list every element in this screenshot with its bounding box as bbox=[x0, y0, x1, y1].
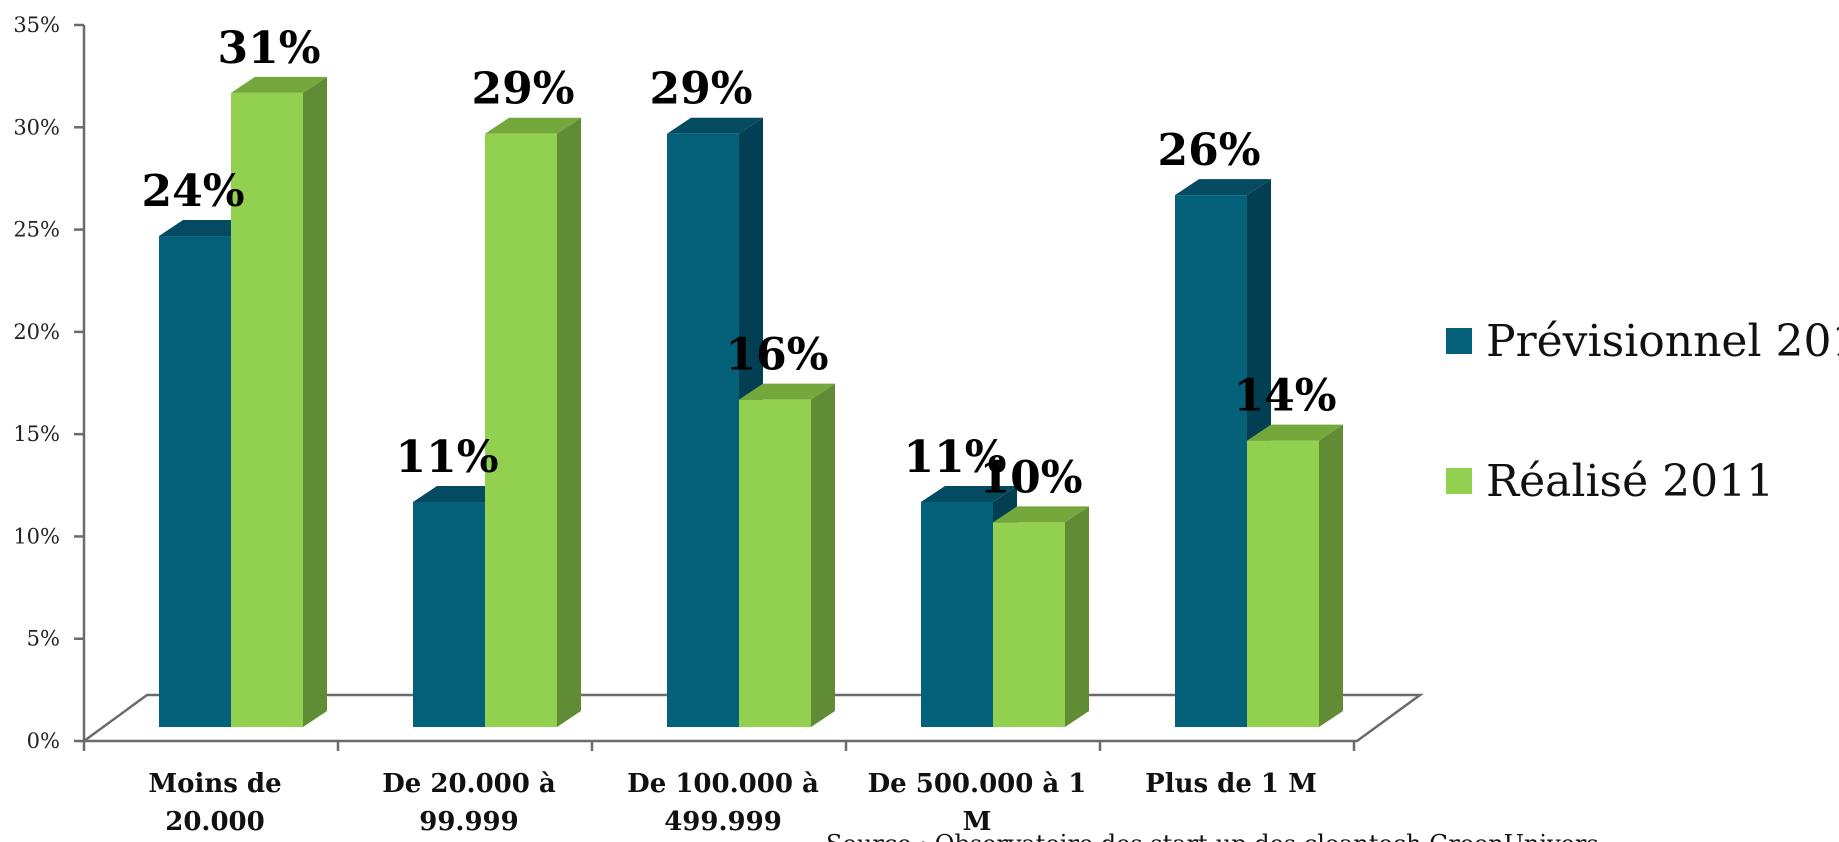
y-axis-ticks: 0% 5% 10% 15% 20% 25% 30% 35% bbox=[13, 13, 84, 753]
bars bbox=[159, 76, 1343, 728]
data-label: 10% bbox=[979, 452, 1082, 503]
data-label: 11% bbox=[395, 432, 498, 483]
bar-realise bbox=[485, 117, 581, 727]
y-tick-label: 25% bbox=[13, 218, 60, 242]
legend-swatch bbox=[1446, 468, 1472, 494]
data-label: 16% bbox=[725, 330, 828, 381]
data-label: 31% bbox=[217, 23, 320, 74]
bar-realise bbox=[739, 383, 835, 727]
data-label: 26% bbox=[1157, 125, 1260, 176]
x-tick-label: Plus de 1 M bbox=[1145, 769, 1317, 799]
legend-item: Prévisionnel 2011 bbox=[1446, 316, 1839, 367]
bar-realise bbox=[1247, 424, 1343, 727]
y-tick-label: 0% bbox=[27, 729, 60, 753]
legend-swatch bbox=[1446, 328, 1472, 354]
source-note: Source : Observatoire des start-up des c… bbox=[826, 830, 1599, 842]
value-labels: 24%31%11%29% 29%16%11%10%26%14% bbox=[141, 23, 1336, 504]
y-tick-label: 35% bbox=[13, 13, 60, 37]
chart-axes bbox=[82, 25, 1356, 751]
bar-realise bbox=[993, 506, 1089, 727]
x-axis-labels: Moins de 20.000 De 20.000 à 99.999 De 100.00… bbox=[148, 769, 1317, 837]
y-tick-label: 20% bbox=[13, 320, 60, 344]
y-tick-label: 15% bbox=[13, 422, 60, 446]
bar-previsionnel bbox=[1175, 179, 1271, 728]
x-tick-label: De 100.000 à 499.999 bbox=[627, 769, 819, 837]
data-label: 29% bbox=[471, 64, 574, 115]
x-tick-label: Moins de 20.000 bbox=[148, 769, 281, 837]
x-tick-label: De 20.000 à 99.999 bbox=[382, 769, 556, 837]
data-label: 11% bbox=[903, 432, 1006, 483]
y-tick-label: 10% bbox=[13, 524, 60, 548]
legend-item: Réalisé 2011 bbox=[1446, 456, 1774, 507]
y-tick-label: 30% bbox=[13, 115, 60, 139]
legend-label: Réalisé 2011 bbox=[1486, 456, 1774, 507]
data-label: 14% bbox=[1233, 371, 1336, 422]
legend-label: Prévisionnel 2011 bbox=[1486, 316, 1839, 367]
data-label: 24% bbox=[141, 166, 244, 217]
y-tick-label: 5% bbox=[27, 627, 60, 651]
legend: Prévisionnel 2011 Réalisé 2011 bbox=[1446, 316, 1839, 507]
data-label: 29% bbox=[649, 64, 752, 115]
bar-realise bbox=[231, 76, 327, 728]
